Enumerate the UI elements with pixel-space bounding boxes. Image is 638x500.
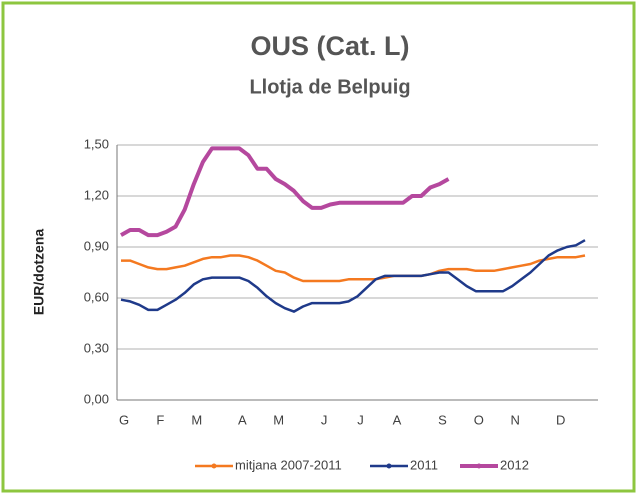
y-tick-label: 0,90: [84, 238, 109, 253]
y-tick-label: 1,20: [84, 187, 109, 202]
y-tick-label: 0,30: [84, 340, 109, 355]
x-tick-label: F: [156, 412, 164, 427]
series-line: [120, 146, 450, 238]
y-tick-label: 0,00: [84, 391, 109, 406]
legend-marker: [476, 463, 482, 469]
y-tick-label: 1,50: [84, 136, 109, 151]
series-line: [120, 239, 586, 313]
legend-label: mitjana 2007-2011: [235, 457, 342, 472]
x-tick-label: N: [511, 412, 520, 427]
y-axis-label: EUR/dotzena: [31, 229, 47, 316]
x-tick-label: S: [438, 412, 447, 427]
x-tick-label: A: [238, 412, 247, 427]
legend-marker: [211, 463, 217, 469]
x-tick-label: G: [119, 412, 129, 427]
chart-title: OUS (Cat. L): [251, 31, 410, 61]
legend-marker: [386, 463, 392, 469]
x-tick-label: J: [321, 412, 328, 427]
legend-label: 2011: [410, 457, 438, 472]
legend-label: 2012: [500, 457, 529, 472]
x-tick-label: M: [273, 412, 284, 427]
x-tick-label: A: [393, 412, 402, 427]
chart-subtitle: Llotja de Belpuig: [249, 76, 410, 98]
x-tick-label: M: [191, 412, 202, 427]
series-line: [121, 254, 586, 283]
x-tick-label: O: [474, 412, 484, 427]
x-tick-label: J: [357, 412, 364, 427]
x-tick-label: D: [556, 412, 565, 427]
y-tick-label: 0,60: [84, 289, 109, 304]
